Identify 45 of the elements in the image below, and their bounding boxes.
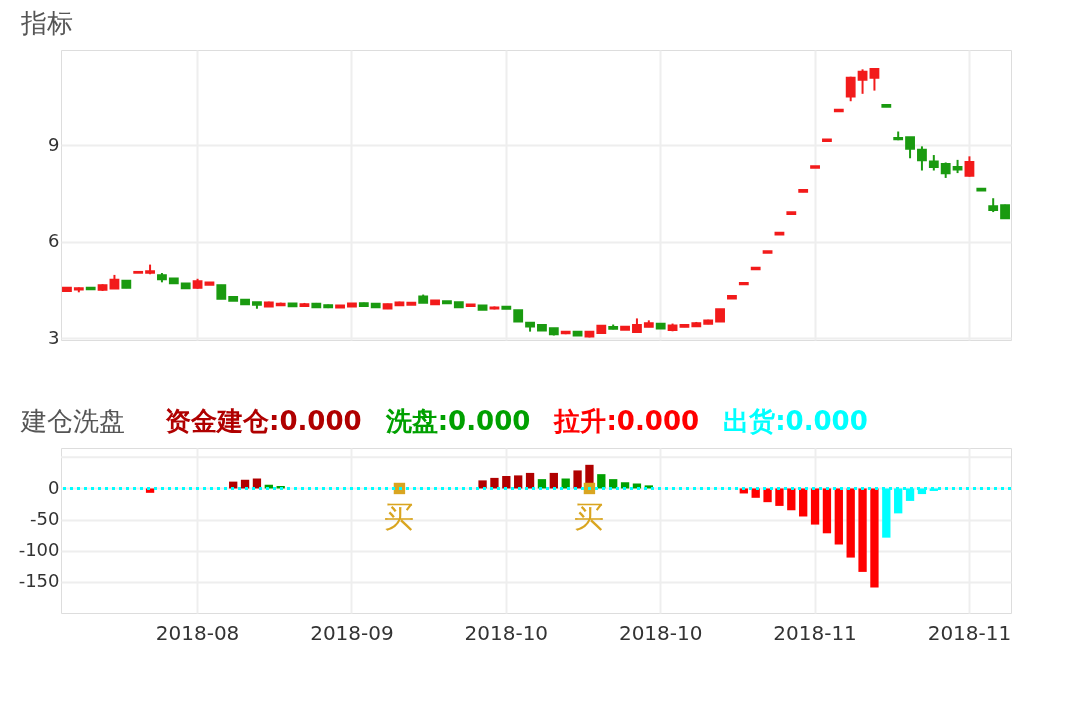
text: 出货:0.000	[723, 406, 868, 436]
chart-title: 指标	[20, 8, 73, 38]
bar	[525, 472, 535, 489]
bar	[763, 488, 772, 503]
bar	[834, 488, 843, 545]
candlestick	[917, 145, 927, 172]
bar	[514, 475, 523, 489]
bar	[751, 488, 760, 498]
y-tick-label: -150	[18, 570, 60, 592]
y-tick-label: 9	[48, 133, 60, 155]
candlestick	[845, 75, 856, 103]
bar	[870, 488, 879, 588]
bar	[799, 488, 808, 517]
text: 拉升:0.000	[553, 406, 700, 436]
text: 资金建仓:0.000	[165, 406, 362, 436]
bar	[597, 474, 606, 489]
bar	[775, 488, 784, 506]
x-tick-label: 2018-10	[464, 620, 549, 645]
y-tick-label: 0	[48, 476, 60, 498]
bar	[478, 480, 487, 489]
x-tick-label: 2018-08	[155, 620, 240, 645]
bar	[573, 470, 582, 489]
bar	[632, 483, 642, 489]
candlestick	[905, 136, 915, 160]
candlestick	[857, 68, 868, 95]
bar	[858, 488, 867, 572]
bar	[846, 488, 855, 558]
candlestick	[964, 155, 975, 178]
text: 洗盘:0.000	[384, 406, 531, 436]
chart-title: 建仓洗盘	[20, 406, 125, 436]
data-label: 买	[384, 499, 415, 535]
bar	[549, 472, 558, 489]
y-tick-label: -50	[30, 508, 60, 530]
x-tick-label: 2018-11	[927, 620, 1012, 645]
y-tick-label: -100	[18, 539, 60, 561]
y-tick-label: 3	[48, 326, 60, 348]
candlestick	[869, 67, 880, 92]
x-tick-label: 2018-10	[618, 620, 703, 645]
bar	[787, 488, 796, 511]
data-label: 买	[574, 499, 605, 535]
bar	[822, 488, 832, 534]
bar	[810, 488, 820, 525]
y-tick-label: 6	[48, 230, 60, 252]
x-tick-label: 2018-09	[310, 620, 394, 645]
x-tick-label: 2018-11	[773, 620, 857, 645]
